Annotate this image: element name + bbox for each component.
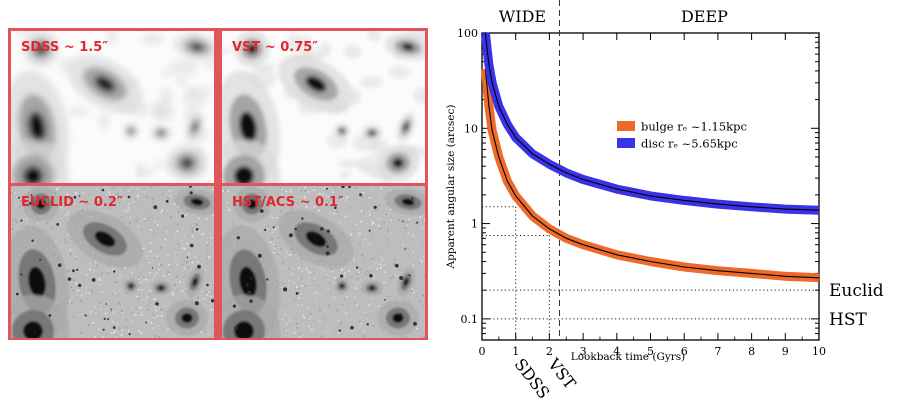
y-axis-label: Apparent angular size (arcsec) [445, 105, 457, 270]
x-tick-label: 8 [748, 345, 755, 358]
legend-swatch [617, 138, 635, 148]
galaxy-sources [222, 31, 425, 183]
y-tick-label: 100 [457, 27, 478, 40]
reference-label: HST [829, 310, 867, 330]
survey-label: SDSS [511, 355, 554, 403]
y-tick-label: 1 [471, 218, 478, 231]
survey-comparison-panel: SDSS ~ 1.5″ VST ~ 0.75″ EUCLID ~ 0.2″ HS… [8, 28, 428, 340]
faint-sources [232, 186, 419, 332]
galaxy-sources [222, 186, 425, 338]
galaxy-sources [11, 186, 214, 338]
legend-entry: disc rₑ ~5.65kpc [641, 137, 738, 151]
vst-label: VST ~ 0.75″ [232, 40, 319, 55]
hst-galaxy-image [222, 186, 425, 338]
x-tick-label: 7 [714, 345, 721, 358]
x-tick-label: 0 [479, 345, 486, 358]
legend-swatch [617, 121, 635, 131]
euclid-image-tile: EUCLID ~ 0.2″ [11, 186, 214, 338]
x-tick-label: 9 [782, 345, 789, 358]
vst-image-tile: VST ~ 0.75″ [222, 31, 425, 183]
sdss-label: SDSS ~ 1.5″ [21, 40, 109, 55]
x-tick-label: 5 [647, 345, 654, 358]
faint-sources [16, 186, 214, 336]
x-tick-label: 4 [613, 345, 620, 358]
sdss-image-tile: SDSS ~ 1.5″ [11, 31, 214, 183]
plot-frame [481, 32, 820, 341]
y-tick-label: 10 [464, 122, 478, 135]
hst-image-tile: HST/ACS ~ 0.1″ [222, 186, 425, 338]
legend-entry: bulge rₑ ~1.15kpc [641, 120, 747, 134]
x-tick-label: 2 [546, 345, 553, 358]
galaxy-sources [11, 31, 214, 183]
series-line [484, 68, 820, 279]
euclid-galaxy-image [11, 186, 214, 338]
x-tick-label: 1 [512, 345, 519, 358]
euclid-label: EUCLID ~ 0.2″ [21, 195, 123, 210]
x-axis-label: Lookback time (Gyrs) [571, 351, 686, 363]
sdss-galaxy-image [11, 31, 214, 183]
hst-label: HST/ACS ~ 0.1″ [232, 195, 344, 210]
region-label: DEEP [681, 7, 728, 26]
y-tick-label: 0.1 [461, 313, 479, 326]
series-band [480, 68, 820, 283]
x-tick-label: 10 [812, 345, 826, 358]
x-tick-label: 6 [681, 345, 688, 358]
series-line [484, 32, 820, 211]
reference-label: Euclid [829, 281, 884, 301]
x-tick-label: 3 [580, 345, 587, 358]
vst-galaxy-image [222, 31, 425, 183]
size-vs-lookback-chart: 0 1 2 3 4 5 6 7 8 9 10 0.1 1 10 100 Lookback time (Gyrs… [445, 0, 884, 403]
region-label: WIDE [499, 7, 546, 26]
